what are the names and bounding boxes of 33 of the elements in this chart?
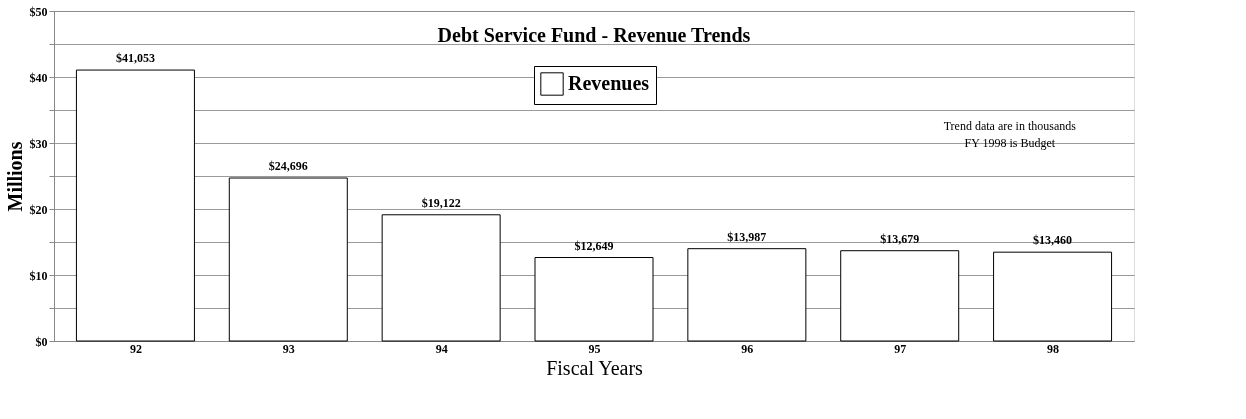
text: $41,053 [115,51,155,66]
y-tick-label: $40 [29,70,48,85]
annotation: FY 1998 is Budget [964,136,1056,150]
y-tick-label: $50 [29,4,48,19]
text: $13,679 [880,231,920,246]
annotation: Trend data are in thousands [943,119,1077,133]
bar [993,251,1113,342]
x-tick-label: 95 [588,341,601,356]
text: $19,122 [421,195,461,210]
bar [840,250,960,342]
x-tick-label: 93 [282,341,295,356]
legend-label: Revenues [568,72,650,94]
text: $12,649 [574,238,614,253]
x-tick-label: 97 [894,341,907,356]
y-axis-title: Millions [3,141,26,212]
bar [381,214,501,342]
text: $24,696 [268,159,308,174]
x-tick-label: 96 [741,341,754,356]
text: $13,987 [727,229,767,244]
bar [228,177,348,342]
y-tick-label: $0 [35,334,48,349]
bar [534,257,654,342]
bar [75,69,195,342]
x-tick-label: 92 [129,341,142,356]
text: $13,460 [1033,233,1073,248]
y-tick-label: $10 [29,268,48,283]
y-tick-label: $20 [29,202,48,217]
bar [687,248,807,342]
x-tick-label: 94 [435,341,448,356]
x-axis-title: Fiscal Years [546,356,644,379]
x-tick-label: 98 [1047,341,1060,356]
text: Debt Service Fund - Revenue Trends [437,24,751,46]
y-tick-label: $30 [29,136,48,151]
